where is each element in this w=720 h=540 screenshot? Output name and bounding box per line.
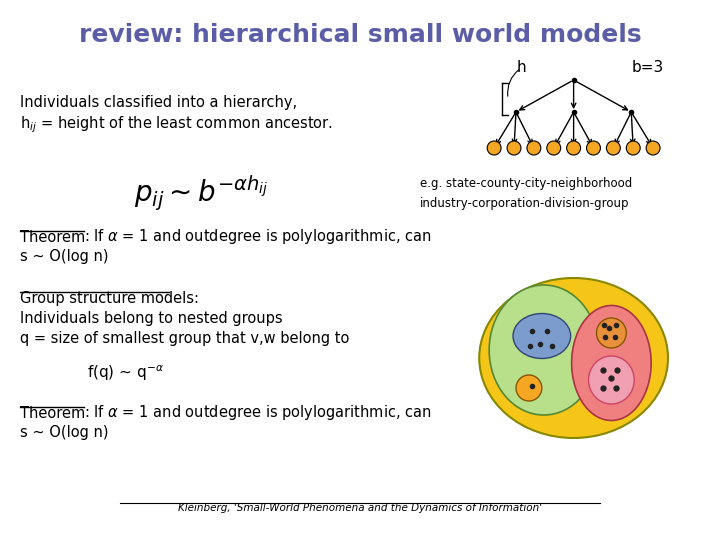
Text: Group structure models:: Group structure models: xyxy=(20,291,199,306)
Ellipse shape xyxy=(572,306,651,421)
Ellipse shape xyxy=(489,285,598,415)
Circle shape xyxy=(487,141,501,155)
Circle shape xyxy=(646,141,660,155)
Text: f(q) ~ q$^{-\alpha}$: f(q) ~ q$^{-\alpha}$ xyxy=(87,363,164,383)
Circle shape xyxy=(587,141,600,155)
Text: e.g. state-county-city-neighborhood: e.g. state-county-city-neighborhood xyxy=(420,177,632,190)
Text: $p_{ij} \sim b^{-\alpha h_{ij}}$: $p_{ij} \sim b^{-\alpha h_{ij}}$ xyxy=(134,173,268,213)
Text: review: hierarchical small world models: review: hierarchical small world models xyxy=(78,23,642,47)
Circle shape xyxy=(546,141,561,155)
Text: Theorem: Theorem xyxy=(20,230,86,245)
Circle shape xyxy=(527,141,541,155)
Ellipse shape xyxy=(513,314,571,359)
Circle shape xyxy=(596,318,626,348)
Text: : If $\alpha$ = 1 and outdegree is polylogarithmic, can: : If $\alpha$ = 1 and outdegree is polyl… xyxy=(84,227,431,246)
Text: b=3: b=3 xyxy=(632,60,665,76)
Ellipse shape xyxy=(588,356,634,404)
Text: Individuals belong to nested groups: Individuals belong to nested groups xyxy=(20,310,283,326)
Text: h: h xyxy=(516,60,526,76)
Text: q = size of smallest group that v,w belong to: q = size of smallest group that v,w belo… xyxy=(20,330,350,346)
Circle shape xyxy=(626,141,640,155)
Text: Kleinberg, 'Small-World Phenomena and the Dynamics of Information': Kleinberg, 'Small-World Phenomena and th… xyxy=(178,503,542,513)
Text: Individuals classified into a hierarchy,: Individuals classified into a hierarchy, xyxy=(20,96,297,111)
Text: s ~ O(log n): s ~ O(log n) xyxy=(20,249,109,265)
Ellipse shape xyxy=(480,278,668,438)
Text: s ~ O(log n): s ~ O(log n) xyxy=(20,426,109,441)
Text: h$_{ij}$ = height of the least common ancestor.: h$_{ij}$ = height of the least common an… xyxy=(20,114,333,136)
Circle shape xyxy=(507,141,521,155)
Text: industry-corporation-division-group: industry-corporation-division-group xyxy=(420,197,629,210)
Text: Theorem: Theorem xyxy=(20,406,86,421)
Circle shape xyxy=(606,141,621,155)
Circle shape xyxy=(516,375,542,401)
Text: : If $\alpha$ = 1 and outdegree is polylogarithmic, can: : If $\alpha$ = 1 and outdegree is polyl… xyxy=(84,403,431,422)
Circle shape xyxy=(567,141,580,155)
